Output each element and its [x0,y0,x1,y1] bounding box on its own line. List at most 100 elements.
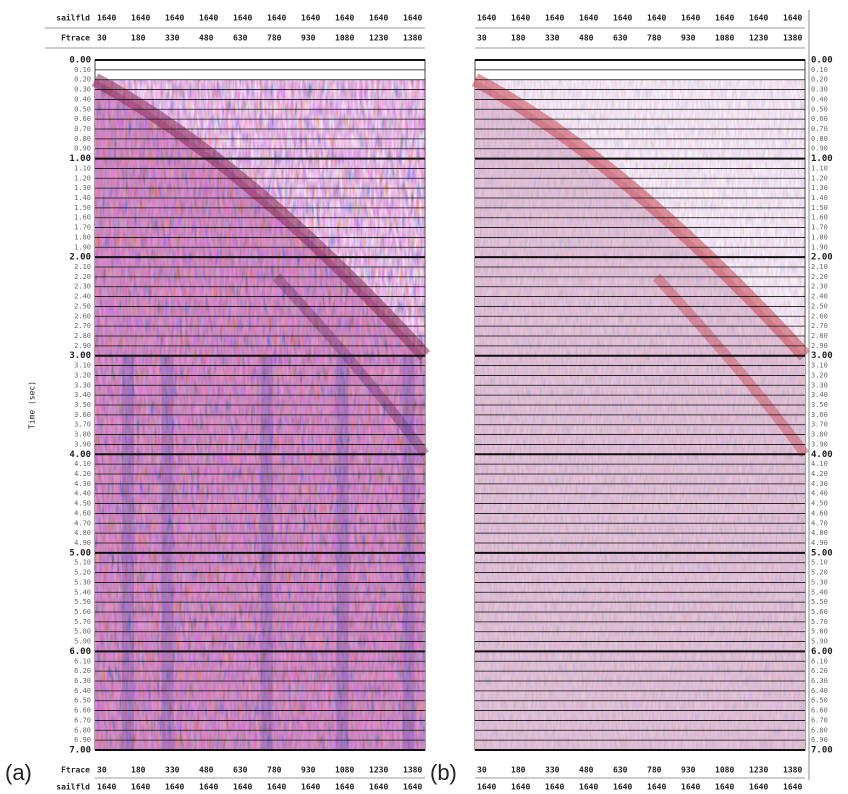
trace-number: 930 [681,34,696,43]
time-tick-label: 1.90 [74,243,91,251]
shot-number: 1640 [715,14,734,23]
time-tick-label: 0.20 [74,76,91,84]
trace-number: 1380 [403,766,422,775]
shot-number: 1640 [301,14,320,23]
row-label: sailfld [56,13,90,23]
trace-number: 1380 [783,34,802,43]
time-tick-label: 2.50 [811,302,828,310]
trace-number: 1230 [749,766,768,775]
shot-number: 1640 [199,783,218,792]
y-axis-label: Time (sec) [28,381,37,429]
shot-number: 1640 [335,783,354,792]
time-tick-label: 6.80 [811,726,828,734]
time-tick-label: 3.20 [74,371,91,379]
trace-number: 630 [233,766,248,775]
time-tick-label: 0.70 [811,125,828,133]
shot-number: 1640 [403,783,422,792]
time-tick-label: 3.10 [74,362,91,370]
time-tick-label: 1.00 [811,154,833,164]
trace-number: 1230 [369,34,388,43]
time-tick-label: 6.30 [811,677,828,685]
time-tick-label: 3.00 [811,351,833,361]
time-tick-label: 3.90 [74,440,91,448]
shot-number: 1640 [783,783,802,792]
time-tick-label: 2.60 [74,312,91,320]
trace-number: 480 [579,766,594,775]
time-tick-label: 6.20 [74,667,91,675]
time-tick-label: 0.60 [74,115,91,123]
time-tick-label: 6.20 [811,667,828,675]
trace-number: 180 [131,34,146,43]
time-tick-label: 1.50 [811,204,828,212]
time-tick-label: 3.40 [811,391,828,399]
time-tick-label: 0.40 [74,95,91,103]
time-tick-label: 2.70 [811,322,828,330]
trace-number: 780 [267,34,282,43]
trace-number: 1080 [715,766,734,775]
shot-number: 1640 [403,14,422,23]
time-tick-label: 6.80 [74,726,91,734]
time-tick-label: 1.60 [74,214,91,222]
time-tick-label: 3.60 [811,411,828,419]
shot-number: 1640 [613,783,632,792]
trace-number: 1230 [749,34,768,43]
time-tick-label: 1.40 [811,194,828,202]
time-tick-label: 0.10 [74,66,91,74]
time-tick-label: 3.90 [811,440,828,448]
trace-number: 480 [199,766,214,775]
time-tick-label: 5.10 [74,559,91,567]
trace-number: 330 [165,766,180,775]
trace-number: 780 [647,766,662,775]
shot-number: 1640 [647,783,666,792]
time-tick-label: 0.60 [811,115,828,123]
time-tick-label: 2.80 [74,332,91,340]
trace-number: 180 [511,34,526,43]
time-tick-label: 0.20 [811,76,828,84]
time-tick-label: 2.90 [811,342,828,350]
time-tick-label: 6.10 [74,657,91,665]
time-tick-label: 4.80 [811,529,828,537]
time-tick-label: 4.20 [74,470,91,478]
time-tick-label: 3.80 [74,431,91,439]
time-tick-label: 4.50 [74,500,91,508]
time-tick-label: 2.10 [811,263,828,271]
time-tick-label: 6.70 [811,716,828,724]
trace-number: 1380 [403,34,422,43]
time-tick-label: 1.40 [74,194,91,202]
trace-number: 330 [545,766,560,775]
time-tick-label: 5.50 [74,598,91,606]
time-tick-label: 4.70 [811,519,828,527]
trace-number: 930 [301,766,316,775]
time-tick-label: 2.30 [74,283,91,291]
time-tick-label: 1.80 [74,233,91,241]
shot-number: 1640 [749,14,768,23]
time-tick-label: 4.20 [811,470,828,478]
time-tick-label: 3.60 [74,411,91,419]
time-tick-label: 1.90 [811,243,828,251]
time-tick-label: 0.40 [811,95,828,103]
time-tick-label: 2.00 [811,253,833,263]
trace-number: 930 [301,34,316,43]
time-tick-label: 5.60 [811,608,828,616]
time-tick-label: 2.20 [811,273,828,281]
shot-number: 1640 [369,14,388,23]
time-tick-label: 4.00 [811,450,833,460]
time-tick-label: 0.80 [74,135,91,143]
trace-number: 30 [477,766,487,775]
shot-number: 1640 [511,783,530,792]
time-tick-label: 4.00 [69,450,91,460]
time-tick-label: 2.50 [74,302,91,310]
time-tick-label: 0.30 [811,86,828,94]
time-tick-label: 1.20 [74,174,91,182]
trace-number: 480 [199,34,214,43]
trace-number: 1230 [369,766,388,775]
time-tick-label: 5.80 [811,628,828,636]
time-tick-label: 5.90 [74,638,91,646]
shot-number: 1640 [783,14,802,23]
time-tick-label: 2.80 [811,332,828,340]
time-tick-label: 5.40 [74,588,91,596]
time-tick-label: 3.50 [811,401,828,409]
time-tick-label: 1.10 [811,164,828,172]
shot-number: 1640 [267,783,286,792]
